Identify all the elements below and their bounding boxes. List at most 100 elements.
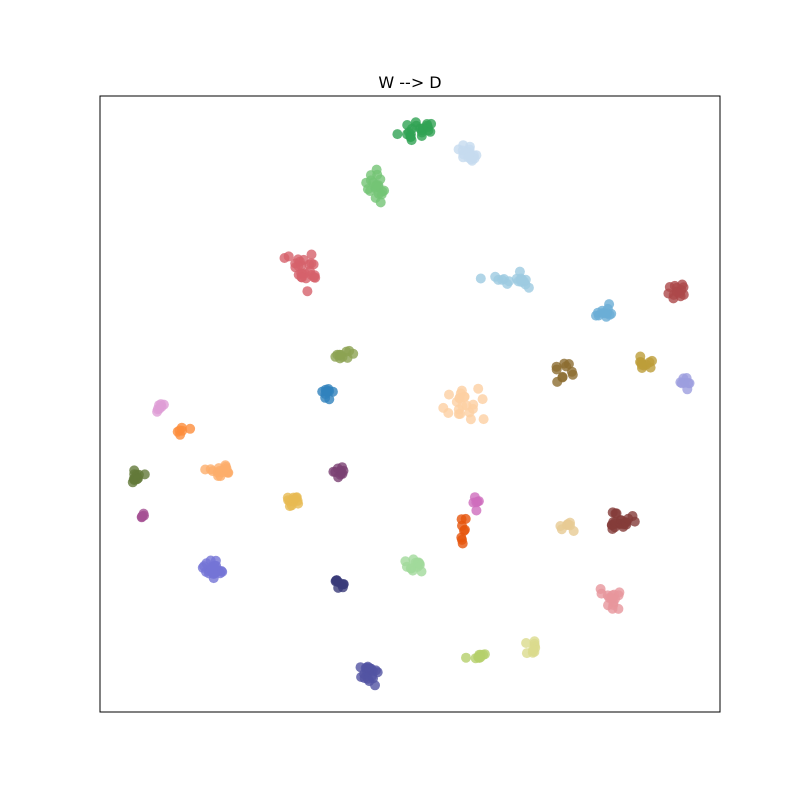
data-point xyxy=(561,361,572,372)
data-point xyxy=(426,118,437,129)
data-point xyxy=(473,383,484,394)
cluster-15 xyxy=(200,460,234,482)
data-point xyxy=(459,391,470,402)
cluster-30 xyxy=(355,661,383,691)
cluster-29 xyxy=(461,649,490,664)
cluster-19 xyxy=(136,508,149,523)
data-point xyxy=(529,636,540,647)
cluster-11 xyxy=(317,384,338,405)
cluster-3 xyxy=(279,249,321,297)
cluster-12 xyxy=(438,383,489,425)
data-point xyxy=(565,520,575,531)
data-point xyxy=(309,270,320,281)
cluster-6 xyxy=(591,299,617,322)
data-point xyxy=(306,249,317,260)
data-point xyxy=(296,272,307,283)
data-point xyxy=(215,471,226,482)
data-point xyxy=(302,286,313,297)
data-point xyxy=(555,521,566,531)
data-point xyxy=(444,389,454,400)
data-point xyxy=(464,407,475,418)
cluster-28 xyxy=(521,636,541,659)
data-point xyxy=(425,126,436,137)
data-point xyxy=(294,256,305,267)
data-point xyxy=(133,473,143,484)
cluster-4 xyxy=(475,266,534,293)
data-point xyxy=(371,164,382,175)
data-point xyxy=(471,505,482,516)
data-point xyxy=(478,414,489,425)
data-point xyxy=(557,371,568,382)
data-point xyxy=(364,663,375,674)
data-point xyxy=(602,303,613,314)
cluster-5 xyxy=(663,279,689,304)
cluster-2 xyxy=(361,164,390,208)
cluster-26 xyxy=(330,575,349,593)
data-point xyxy=(607,524,618,534)
data-point xyxy=(463,152,474,163)
cluster-7 xyxy=(330,345,359,364)
cluster-1 xyxy=(453,140,482,166)
data-point xyxy=(521,638,532,648)
data-point xyxy=(337,468,348,479)
data-point xyxy=(477,394,488,405)
data-point xyxy=(676,285,687,295)
data-point xyxy=(392,129,403,140)
data-point xyxy=(471,497,482,508)
cluster-22 xyxy=(555,517,579,536)
data-point xyxy=(213,463,224,474)
data-point xyxy=(523,282,534,293)
data-point xyxy=(644,357,655,368)
cluster-27 xyxy=(595,584,625,614)
cluster-18 xyxy=(282,492,304,512)
plot-frame xyxy=(99,95,721,713)
data-point xyxy=(616,515,627,526)
cluster-24 xyxy=(197,555,228,584)
data-point xyxy=(306,258,317,269)
data-point xyxy=(208,573,219,584)
data-point xyxy=(460,513,471,524)
cluster-14 xyxy=(172,422,196,440)
data-point xyxy=(334,349,345,360)
cluster-16 xyxy=(127,465,150,488)
data-point xyxy=(283,251,294,262)
data-point xyxy=(455,409,466,419)
data-point xyxy=(370,181,381,192)
data-point xyxy=(176,422,187,433)
data-point xyxy=(474,653,485,663)
data-point xyxy=(205,464,216,475)
data-point xyxy=(403,127,414,138)
data-point xyxy=(375,197,386,208)
data-point xyxy=(614,587,625,598)
cluster-23 xyxy=(606,507,640,534)
cluster-13 xyxy=(152,399,169,417)
data-point xyxy=(370,680,380,691)
data-point xyxy=(567,369,578,380)
cluster-0 xyxy=(392,117,437,146)
data-point xyxy=(438,402,449,413)
cluster-17 xyxy=(328,462,349,483)
data-point xyxy=(607,603,618,614)
cluster-25 xyxy=(400,554,427,577)
data-point xyxy=(185,423,196,434)
data-point xyxy=(206,561,217,572)
data-point xyxy=(348,348,359,359)
data-point xyxy=(405,563,416,574)
data-point xyxy=(456,532,467,543)
plot-background xyxy=(100,96,720,712)
cluster-10 xyxy=(675,373,695,395)
data-point xyxy=(528,644,539,655)
data-point xyxy=(288,492,299,503)
data-point xyxy=(513,276,524,287)
cluster-20 xyxy=(468,492,484,516)
data-point xyxy=(683,378,694,389)
data-point xyxy=(155,399,166,410)
data-point xyxy=(137,511,148,522)
data-point xyxy=(551,361,562,372)
cluster-9 xyxy=(635,351,657,373)
data-point xyxy=(331,575,341,586)
data-point xyxy=(636,359,647,370)
data-point xyxy=(453,144,464,155)
